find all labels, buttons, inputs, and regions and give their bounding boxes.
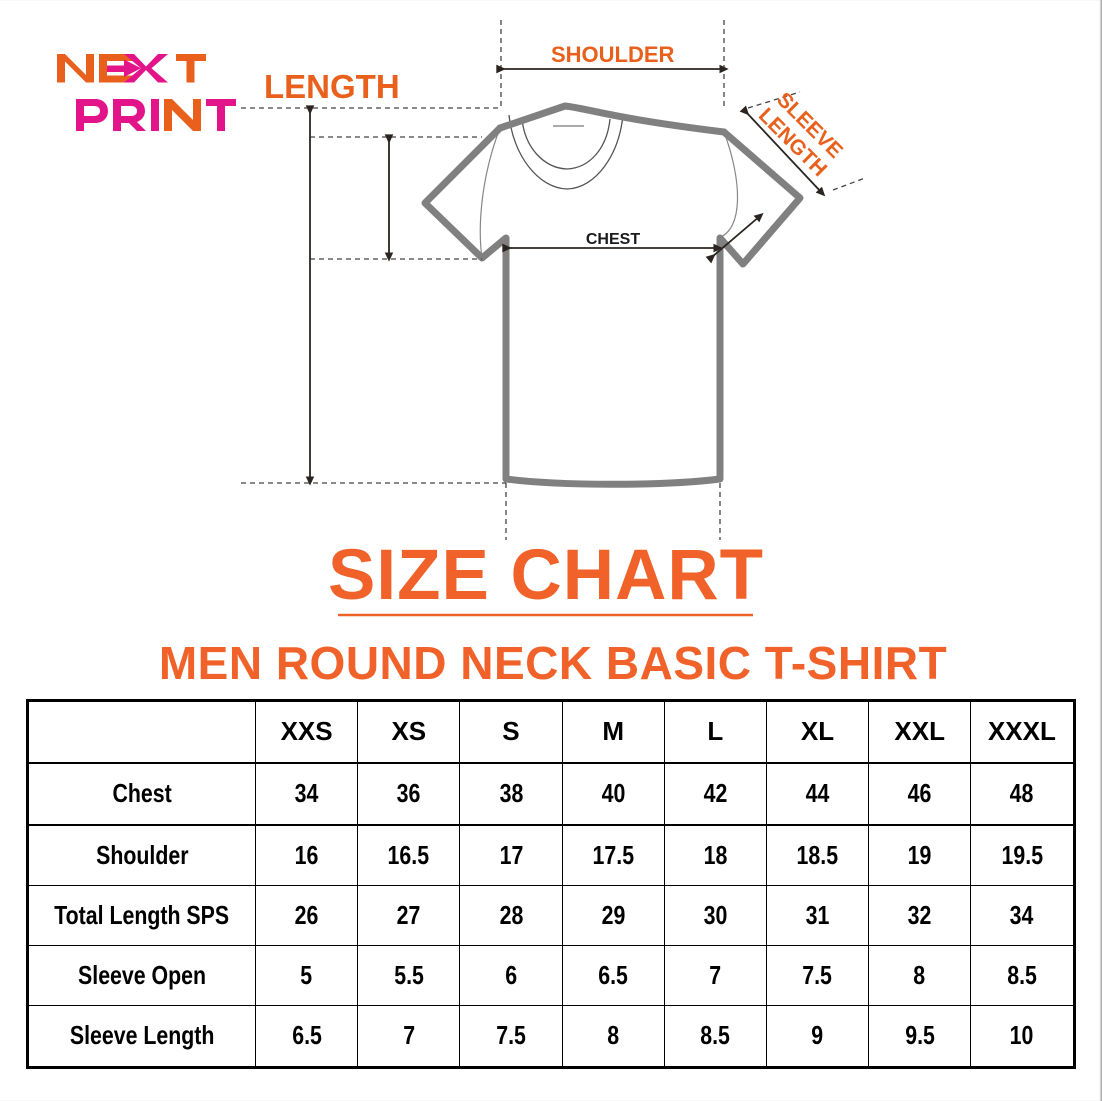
svg-text:CHEST: CHEST [586, 231, 640, 248]
svg-text:MEN ROUND NECK BASIC T-SHIRT: MEN ROUND NECK BASIC T-SHIRT [159, 637, 947, 689]
svg-text:SHOULDER: SHOULDER [551, 42, 675, 67]
svg-text:LENGTH: LENGTH [264, 68, 400, 105]
svg-text:SIZE CHART: SIZE CHART [328, 536, 764, 615]
